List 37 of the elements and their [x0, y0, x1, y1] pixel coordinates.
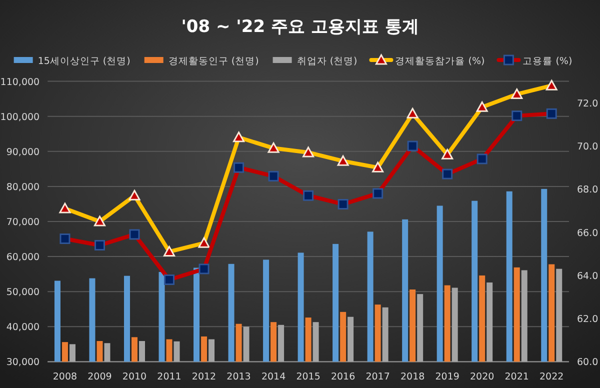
- x-tick-label: 2015: [296, 372, 320, 383]
- y-tick-label: 40,000: [6, 322, 40, 334]
- x-tick-label: 2010: [122, 372, 147, 383]
- y2-tick-label: 72.0: [577, 98, 598, 110]
- x-tick-label: 2016: [330, 372, 356, 383]
- x-tick-label: 2008: [52, 372, 78, 383]
- y-tick-label: 50,000: [6, 287, 40, 298]
- x-tick-label: 2020: [470, 372, 494, 383]
- x-tick-label: 2013: [226, 372, 251, 383]
- legend-label: 경제활동참가율 (%): [395, 56, 485, 67]
- legend-label: 취업자 (천명): [296, 56, 358, 67]
- x-tick-label: 2009: [88, 372, 112, 383]
- y2-tick-label: 62.0: [577, 314, 598, 326]
- x-tick-label: 2019: [435, 372, 460, 383]
- y-tick-label: 90,000: [6, 146, 40, 158]
- y-tick-label: 70,000: [6, 217, 40, 228]
- y-tick-label: 80,000: [6, 182, 40, 193]
- y2-tick-label: 70.0: [577, 142, 598, 153]
- x-tick-label: 2014: [261, 372, 286, 383]
- y-tick-label: 60,000: [6, 252, 40, 264]
- y2-tick-label: 66.0: [577, 228, 598, 239]
- x-tick-label: 2021: [504, 372, 529, 383]
- legend-label: 15세이상인구 (천명): [38, 56, 130, 67]
- legend-label: 경제활동인구 (천명): [168, 56, 259, 67]
- y-tick-label: 100,000: [0, 112, 40, 123]
- y-tick-label: 110,000: [0, 76, 40, 88]
- legend-label: 고용률 (%): [522, 56, 572, 67]
- x-tick-label: 2012: [192, 372, 216, 383]
- x-tick-label: 2018: [400, 372, 425, 383]
- x-tick-label: 2017: [366, 372, 390, 383]
- y2-tick-label: 68.0: [577, 184, 598, 196]
- y2-tick-label: 60.0: [577, 357, 598, 368]
- chart-title: '08 ~ '22 주요 고용지표 통계: [181, 17, 419, 37]
- x-tick-label: 2022: [540, 372, 564, 383]
- x-tick-label: 2011: [157, 372, 182, 383]
- y2-tick-label: 64.0: [577, 270, 598, 282]
- y-tick-label: 30,000: [6, 357, 40, 368]
